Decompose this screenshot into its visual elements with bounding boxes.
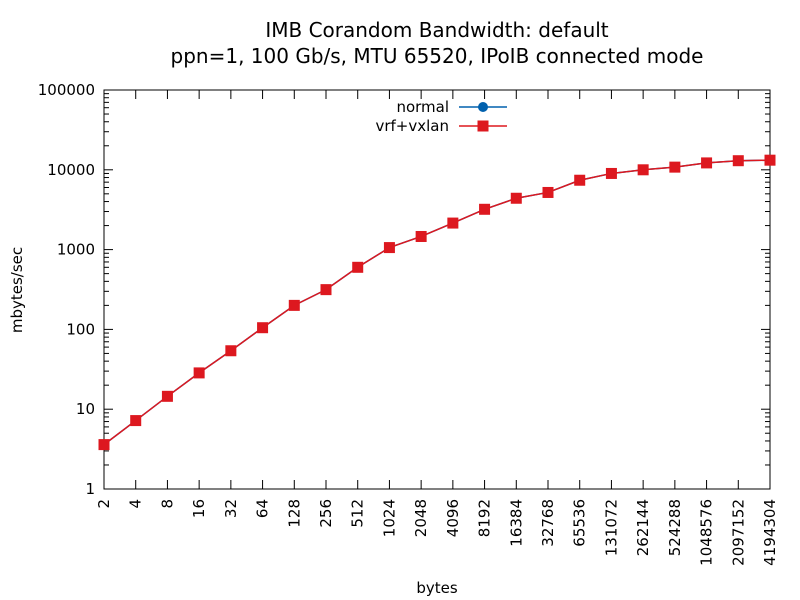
y-tick-label: 100 xyxy=(66,320,95,338)
y-tick-label: 10000 xyxy=(47,161,95,179)
legend-marker xyxy=(478,102,488,112)
data-point xyxy=(161,390,173,402)
x-tick-label: 256 xyxy=(317,499,335,528)
x-tick-label: 8 xyxy=(158,499,176,509)
data-point xyxy=(257,322,269,334)
y-tick-label: 1000 xyxy=(57,241,95,259)
data-point xyxy=(574,174,586,186)
data-point xyxy=(415,230,427,242)
legend-label: vrf+vxlan xyxy=(375,117,449,135)
y-tick-label: 100000 xyxy=(38,81,95,99)
x-tick-label: 262144 xyxy=(634,499,652,556)
series-line-normal xyxy=(103,159,771,446)
data-point xyxy=(669,161,681,173)
series-line-vrf-vxlan xyxy=(103,159,771,446)
data-point xyxy=(732,155,744,167)
x-tick-label: 64 xyxy=(254,499,272,518)
x-tick-label: 2048 xyxy=(412,499,430,537)
x-tick-label: 2097152 xyxy=(729,499,747,566)
data-point xyxy=(542,186,554,198)
x-tick-label: 16 xyxy=(190,499,208,518)
x-tick-label: 8192 xyxy=(476,499,494,537)
x-tick-label: 512 xyxy=(349,499,367,528)
plot-area: 1 10 100 1000 10000 100000 2 4 8 16 32 64 128 256 512 1… xyxy=(38,81,779,566)
data-point xyxy=(701,157,713,169)
data-point xyxy=(288,299,300,311)
x-tick-label: 32768 xyxy=(539,499,557,547)
data-point xyxy=(383,242,395,254)
chart-title: IMB Corandom Bandwidth: default xyxy=(265,18,608,42)
x-tick-label: 1024 xyxy=(380,499,398,537)
chart-subtitle: ppn=1, 100 Gb/s, MTU 65520, IPoIB connec… xyxy=(171,44,704,68)
x-tick-label: 131072 xyxy=(602,499,620,556)
data-point xyxy=(605,167,617,179)
x-tick-label: 524288 xyxy=(666,499,684,556)
x-tick-label: 65536 xyxy=(571,499,589,547)
data-point xyxy=(352,261,364,273)
data-point xyxy=(447,217,459,229)
x-tick-label: 4 xyxy=(127,499,145,509)
data-point xyxy=(193,367,205,379)
data-point xyxy=(479,203,491,215)
data-point xyxy=(764,154,776,166)
plot-frame xyxy=(103,89,771,490)
x-tick-label: 16384 xyxy=(507,499,525,547)
data-point xyxy=(320,284,332,296)
legend-marker xyxy=(477,120,489,132)
x-tick-label: 4096 xyxy=(444,499,462,537)
legend-label: normal xyxy=(396,98,449,116)
data-point xyxy=(130,415,142,427)
x-tick-label: 32 xyxy=(222,499,240,518)
data-point xyxy=(98,439,110,451)
x-tick-label: 128 xyxy=(285,499,303,528)
y-axis-label: mbytes/sec xyxy=(8,247,26,333)
x-tick-label: 2 xyxy=(95,499,113,509)
y-tick-label: 10 xyxy=(76,400,95,418)
x-tick-label: 4194304 xyxy=(761,499,779,566)
y-tick-label: 1 xyxy=(85,480,95,498)
x-axis-label: bytes xyxy=(416,579,458,597)
data-point xyxy=(510,192,522,204)
data-point xyxy=(225,345,237,357)
x-tick-label: 1048576 xyxy=(698,499,716,566)
data-point xyxy=(637,164,649,176)
